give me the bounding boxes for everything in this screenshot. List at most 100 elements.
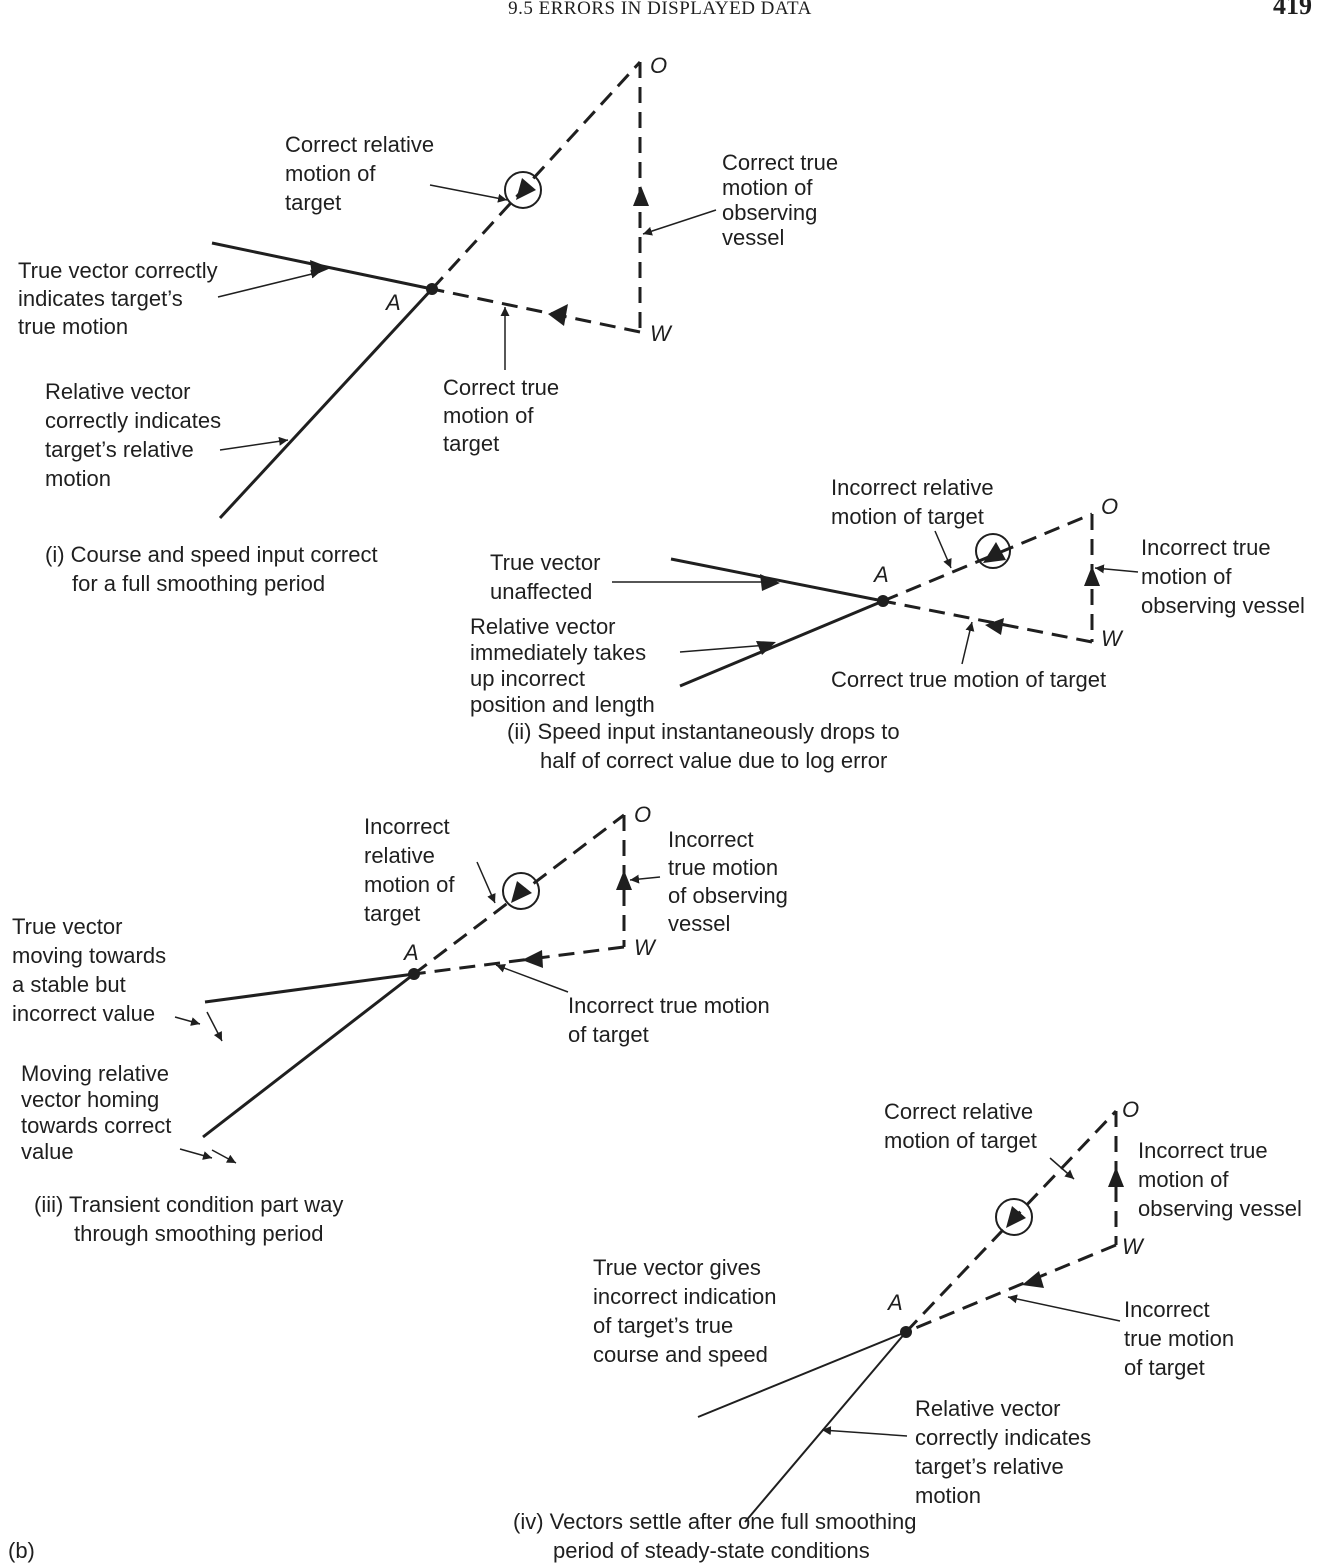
relative-vector-line [744,1331,907,1523]
true-vector-line [697,1331,907,1418]
label-line: Incorrect [668,827,754,852]
label-correct-relative: Correct relative motion of target [285,132,440,215]
label-incorrect-true-observer: Incorrect true motion of observing vesse… [668,827,794,936]
label-incorrect-true-target: Incorrect true motion of target [1124,1297,1240,1380]
relative-marker-circle [975,533,1011,569]
label-correct-true-target: Correct true motion of target [443,375,565,456]
label-line: motion of [722,175,813,200]
label-line: Relative vector [45,379,191,404]
observer-arrow [633,186,649,206]
relative-marker-arrow [511,881,532,903]
label-line: true motion [1124,1326,1234,1351]
label-true-vector: True vector unaffected [490,550,607,604]
label-line: observing vessel [1138,1196,1302,1221]
target-arrow [522,950,543,968]
caption-line: period of steady-state conditions [553,1538,870,1563]
label-line: Correct relative [285,132,434,157]
label-line: True vector [12,914,122,939]
label-line: of target [1124,1355,1205,1380]
point-a-dot [900,1326,912,1338]
point-w-label: W [650,321,673,346]
observer-arrow [616,870,632,890]
label-line: immediately takes [470,640,646,665]
label-incorrect-relative: Incorrect relative motion of target [831,475,1000,529]
label-line: motion of [285,161,376,186]
target-arrow [1022,1271,1044,1288]
label-incorrect-relative: Incorrect relative motion of target [364,814,461,926]
caption-line: (i) Course and speed input correct [45,542,378,567]
relative-marker-circle [502,872,540,910]
label-line: position and length [470,692,655,717]
relative-vector-line [218,287,434,520]
label-line: target [443,431,499,456]
point-o-label: O [634,802,651,827]
label-correct-true-observer: Correct true motion of observing vessel [722,150,844,250]
label-line: motion of [1138,1167,1229,1192]
caption-line: (iii) Transient condition part way [34,1192,343,1217]
label-line: Relative vector [470,614,616,639]
point-w-label: W [634,935,657,960]
label-line: Correct true [722,150,838,175]
label-line: up incorrect [470,666,585,691]
label-line: Relative vector [915,1396,1061,1421]
point-w-label: W [1122,1234,1145,1259]
relative-marker-circle [504,171,542,209]
panel-1: O W A Correct relative motion of target … [18,53,844,596]
point-o-label: O [1101,494,1118,519]
label-line: a stable but [12,972,126,997]
caption-panel-3: (iii) Transient condition part way throu… [34,1192,349,1246]
label-line: Incorrect true [1141,535,1271,560]
label-relative-vector: Moving relative vector homing towards co… [21,1061,178,1164]
label-line: relative [364,843,435,868]
label-line: motion of [1141,564,1232,589]
relative-marker-arrow [1006,1206,1026,1228]
label-line: Incorrect [1124,1297,1210,1322]
label-line: of target [568,1022,649,1047]
label-line: of observing [668,883,788,908]
label-line: target [364,901,420,926]
label-line: true motion [668,855,778,880]
relative-vector-line [202,972,415,1139]
label-relative-vector: Relative vector correctly indicates targ… [915,1396,1097,1508]
label-line: correctly indicates [915,1425,1091,1450]
label-line: of target’s true [593,1313,733,1338]
point-a-dot [877,595,889,607]
label-line: motion [915,1483,981,1508]
label-line: motion [45,466,111,491]
point-a-dot [426,283,438,295]
label-line: Incorrect true [1138,1138,1268,1163]
label-line: motion of [443,403,534,428]
relative-motion-line [430,60,642,291]
true-vector-line [670,557,884,603]
point-a-dot [408,968,420,980]
label-line: towards correct [21,1113,171,1138]
caption-panel-2: (ii) Speed input instantaneously drops t… [507,719,906,773]
label-line: True vector gives [593,1255,761,1280]
label-line: incorrect value [12,1001,155,1026]
observer-arrow [1108,1167,1124,1187]
label-line: Moving relative [21,1061,169,1086]
target-motion-line [905,1243,1117,1334]
label-line: target’s relative [915,1454,1064,1479]
label-incorrect-true-observer: Incorrect true motion of observing vesse… [1138,1138,1302,1221]
relative-marker-arrow [983,542,1006,563]
point-a-label: A [384,290,401,315]
label-line: incorrect indication [593,1284,776,1309]
caption-line: half of correct value due to log error [540,748,887,773]
panel-4: O W A Correct relative motion of target … [513,1097,1302,1563]
label-line: vessel [668,911,730,936]
point-o-label: O [1122,1097,1139,1122]
label-line: motion of target [884,1128,1037,1153]
point-a-label: A [886,1290,903,1315]
target-arrow [548,304,568,326]
caption-line: (iv) Vectors settle after one full smoot… [513,1509,917,1534]
label-line: correctly indicates [45,408,221,433]
label-line: course and speed [593,1342,768,1367]
label-line: value [21,1139,74,1164]
label-line: Correct true [443,375,559,400]
running-header: 9.5 ERRORS IN DISPLAYED DATA [508,0,812,19]
label-line: indicates target’s [18,286,183,311]
label-line: motion of [364,872,455,897]
